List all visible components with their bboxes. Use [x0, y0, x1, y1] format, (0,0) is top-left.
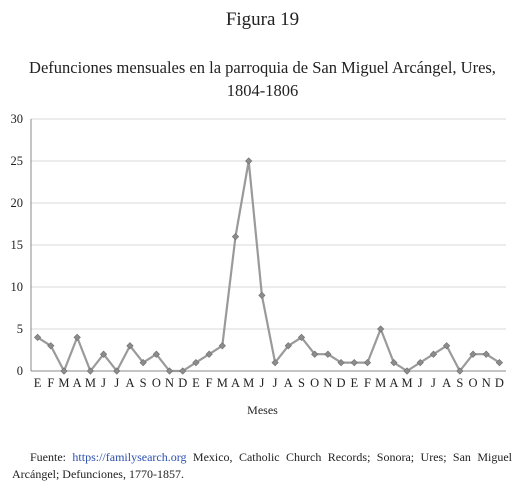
- y-tick-label: 20: [11, 196, 24, 210]
- x-tick-label: M: [58, 376, 69, 390]
- x-tick-label: D: [178, 376, 187, 390]
- chart-title-line-1: Defunciones mensuales en la parroquia de…: [29, 58, 496, 77]
- data-point: [337, 358, 345, 367]
- x-tick-label: A: [284, 376, 293, 390]
- y-tick-label: 30: [11, 112, 24, 126]
- chart-title-line-2: 1804-1806: [226, 81, 299, 100]
- data-point: [60, 367, 68, 375]
- data-point: [179, 367, 187, 375]
- x-tick-label: F: [47, 376, 54, 390]
- x-tick-label: M: [217, 376, 228, 390]
- data-point: [377, 325, 385, 333]
- x-tick-label: F: [364, 376, 371, 390]
- x-tick-label: A: [125, 376, 134, 390]
- data-point: [205, 350, 213, 358]
- data-point: [350, 358, 358, 367]
- x-tick-label: N: [165, 376, 174, 390]
- y-tick-label: 15: [11, 238, 24, 252]
- x-tick-label: N: [482, 376, 491, 390]
- x-tick-label: E: [34, 376, 42, 390]
- x-tick-label: A: [73, 376, 82, 390]
- x-tick-label: N: [323, 376, 332, 390]
- x-tick-label: M: [401, 376, 412, 390]
- x-tick-label: O: [468, 376, 477, 390]
- data-point: [218, 342, 226, 350]
- x-tick-label: M: [85, 376, 96, 390]
- x-tick-label: J: [418, 376, 423, 390]
- data-point: [482, 350, 490, 358]
- data-point: [443, 342, 451, 350]
- x-tick-label: S: [140, 376, 147, 390]
- x-tick-label: E: [192, 376, 200, 390]
- data-point: [245, 157, 253, 165]
- data-point: [403, 367, 411, 375]
- x-tick-label: J: [101, 376, 106, 390]
- data-point: [258, 291, 266, 300]
- chart-title: Defunciones mensuales en la parroquia de…: [0, 56, 525, 102]
- data-point: [284, 342, 292, 350]
- data-point: [469, 350, 477, 358]
- data-point: [86, 367, 94, 375]
- x-tick-label: E: [350, 376, 358, 390]
- data-point: [297, 333, 306, 342]
- x-tick-label: F: [206, 376, 213, 390]
- data-point: [231, 232, 240, 241]
- data-point: [192, 358, 200, 367]
- data-point: [271, 358, 279, 367]
- x-tick-label: J: [114, 376, 119, 390]
- x-tick-label: O: [152, 376, 161, 390]
- data-point: [324, 350, 332, 358]
- data-point: [99, 350, 108, 358]
- x-tick-label: S: [456, 376, 463, 390]
- y-tick-label: 25: [11, 154, 24, 168]
- data-point: [165, 367, 174, 375]
- x-tick-label: S: [298, 376, 305, 390]
- x-tick-label: J: [273, 376, 278, 390]
- x-tick-label: A: [231, 376, 240, 390]
- data-point: [429, 350, 438, 358]
- x-tick-label: J: [259, 376, 264, 390]
- y-tick-label: 5: [17, 322, 23, 336]
- data-point: [416, 358, 424, 367]
- data-point: [113, 367, 121, 375]
- y-tick-label: 0: [17, 364, 23, 378]
- data-point: [363, 358, 372, 367]
- x-tick-label: A: [389, 376, 398, 390]
- data-point: [311, 350, 319, 358]
- data-point: [47, 342, 55, 350]
- source-link[interactable]: https://familysearch.org: [72, 450, 187, 464]
- data-point: [390, 358, 398, 367]
- source-prefix: Fuente:: [30, 450, 73, 464]
- data-point: [495, 358, 504, 367]
- x-tick-label: O: [310, 376, 319, 390]
- x-axis-label: Meses: [247, 403, 278, 417]
- series-line: [37, 159, 500, 373]
- source-rest: Mexico, Catholic Church Records; Sonora;…: [12, 450, 512, 481]
- data-point: [126, 342, 134, 350]
- x-tick-label: D: [337, 376, 346, 390]
- x-tick-label: J: [431, 376, 436, 390]
- y-tick-label: 10: [11, 280, 24, 294]
- x-tick-label: M: [375, 376, 386, 390]
- data-point: [73, 333, 81, 342]
- x-tick-label: D: [495, 376, 504, 390]
- x-tick-label: A: [442, 376, 451, 390]
- source-note: Fuente: https://familysearch.org Mexico,…: [12, 449, 512, 483]
- x-tick-label: M: [243, 376, 254, 390]
- data-point: [152, 350, 160, 358]
- data-point: [139, 358, 147, 367]
- data-point: [456, 367, 464, 375]
- data-point: [33, 333, 42, 342]
- figure-label: Figura 19: [225, 9, 300, 30]
